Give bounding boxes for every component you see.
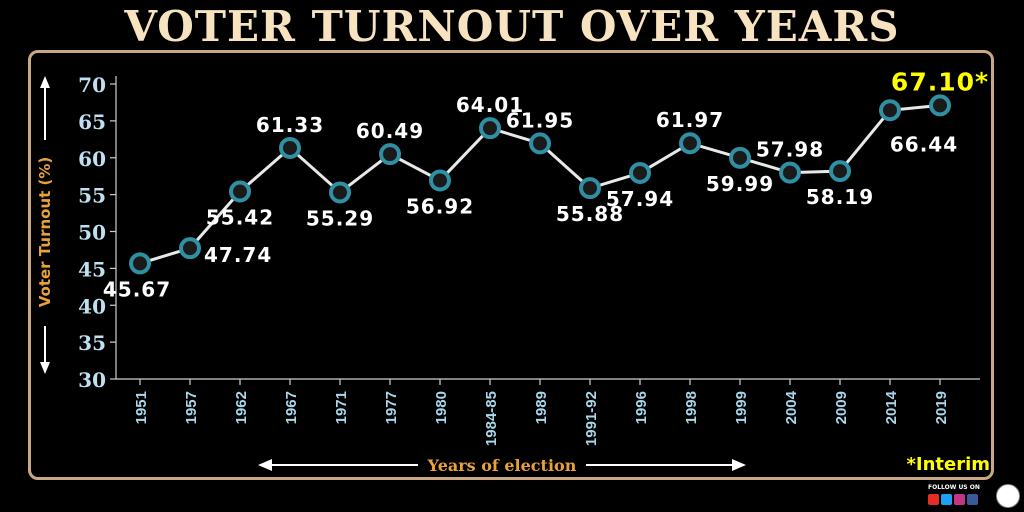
y-tick-label: 55 — [78, 184, 106, 208]
y-axis-label: Voter Turnout (%) — [36, 157, 54, 308]
data-point — [879, 99, 901, 122]
axis-labels: Voter Turnout (%) Years of election *Inter… — [36, 76, 990, 475]
youtube-icon[interactable] — [928, 494, 939, 505]
x-tick-label: 2004 — [783, 390, 800, 424]
x-tick-label: 1996 — [633, 391, 650, 424]
data-point — [629, 161, 651, 184]
x-tick-label: 1991-92 — [583, 391, 600, 446]
data-label: 45.67 — [103, 277, 171, 301]
brand-logo-icon — [996, 484, 1020, 508]
chart-title: VOTER TURNOUT OVER YEARS — [124, 2, 900, 51]
data-point — [429, 169, 451, 192]
x-axis-label: Years of election — [427, 456, 577, 475]
x-tick-label: 1984-85 — [483, 391, 500, 446]
data-point — [279, 136, 301, 159]
data-label: 47.74 — [204, 243, 272, 267]
y-tick-label: 35 — [78, 331, 106, 355]
x-axis: 1951 1957 1962 1967 1971 1977 1980 1984-85 1989 1… — [116, 378, 980, 446]
data-label: 57.94 — [606, 187, 674, 211]
y-axis: 30 35 40 45 50 55 60 65 70 — [78, 73, 117, 392]
twitter-icon[interactable] — [941, 494, 952, 505]
data-point — [779, 161, 801, 184]
y-tick-label: 60 — [78, 147, 106, 171]
data-point — [829, 160, 851, 183]
data-point — [229, 180, 251, 203]
data-point — [329, 181, 351, 204]
series-turnout — [129, 94, 951, 275]
x-tick-label: 2014 — [883, 390, 900, 424]
x-tick-label: 1989 — [533, 391, 550, 424]
x-tick-label: 1971 — [333, 391, 350, 424]
data-point — [379, 143, 401, 166]
y-tick-label: 65 — [78, 110, 106, 134]
x-tick-label: 1999 — [733, 391, 750, 424]
social-icons — [928, 494, 978, 505]
y-arrow-down-head — [40, 362, 50, 374]
x-tick-label: 1967 — [283, 391, 300, 424]
chart-frame — [28, 50, 994, 480]
data-labels: 45.67 47.74 55.42 61.33 55.29 60.49 56.92 64.01… — [103, 67, 989, 301]
data-label: 57.98 — [756, 138, 824, 162]
data-label: 58.19 — [806, 185, 874, 209]
data-label: 61.33 — [256, 113, 324, 137]
x-tick-label: 1977 — [383, 391, 400, 424]
interim-note: *Interim — [906, 454, 990, 475]
data-label: 55.42 — [206, 206, 274, 230]
data-point — [529, 132, 551, 155]
data-label: 67.10* — [891, 67, 989, 96]
y-tick-label: 45 — [78, 257, 106, 281]
x-tick-label: 1951 — [133, 391, 150, 424]
x-tick-label: 1980 — [433, 391, 450, 424]
x-tick-label: 1962 — [233, 391, 250, 424]
x-arrow-left-head — [258, 459, 272, 471]
facebook-icon[interactable] — [967, 494, 978, 505]
y-tick-label: 70 — [78, 73, 106, 97]
data-point — [179, 237, 201, 260]
follow-us-text: FOLLOW US ON — [928, 484, 980, 491]
data-label: 60.49 — [356, 119, 424, 143]
x-tick-label: 1957 — [183, 391, 200, 424]
data-label: 64.01 — [456, 93, 524, 117]
x-tick-label: 2009 — [833, 391, 850, 424]
data-point — [579, 177, 601, 200]
data-label: 55.88 — [556, 202, 624, 226]
data-point — [929, 94, 951, 117]
data-point — [479, 117, 501, 140]
data-point — [679, 132, 701, 155]
y-tick-label: 30 — [78, 368, 106, 392]
data-label: 61.95 — [506, 108, 574, 132]
data-label: 61.97 — [656, 108, 724, 132]
data-point — [729, 146, 751, 169]
y-tick-label: 40 — [78, 294, 106, 318]
data-label: 55.29 — [306, 206, 374, 230]
instagram-icon[interactable] — [954, 494, 965, 505]
data-point — [129, 252, 151, 275]
y-tick-label: 50 — [78, 221, 106, 245]
x-tick-label: 2019 — [933, 391, 950, 424]
y-arrow-up-head — [40, 76, 50, 88]
data-label: 66.44 — [890, 132, 958, 156]
data-label: 56.92 — [406, 194, 474, 218]
x-tick-label: 1998 — [683, 391, 700, 424]
x-arrow-right-head — [732, 459, 746, 471]
data-label: 59.99 — [706, 172, 774, 196]
